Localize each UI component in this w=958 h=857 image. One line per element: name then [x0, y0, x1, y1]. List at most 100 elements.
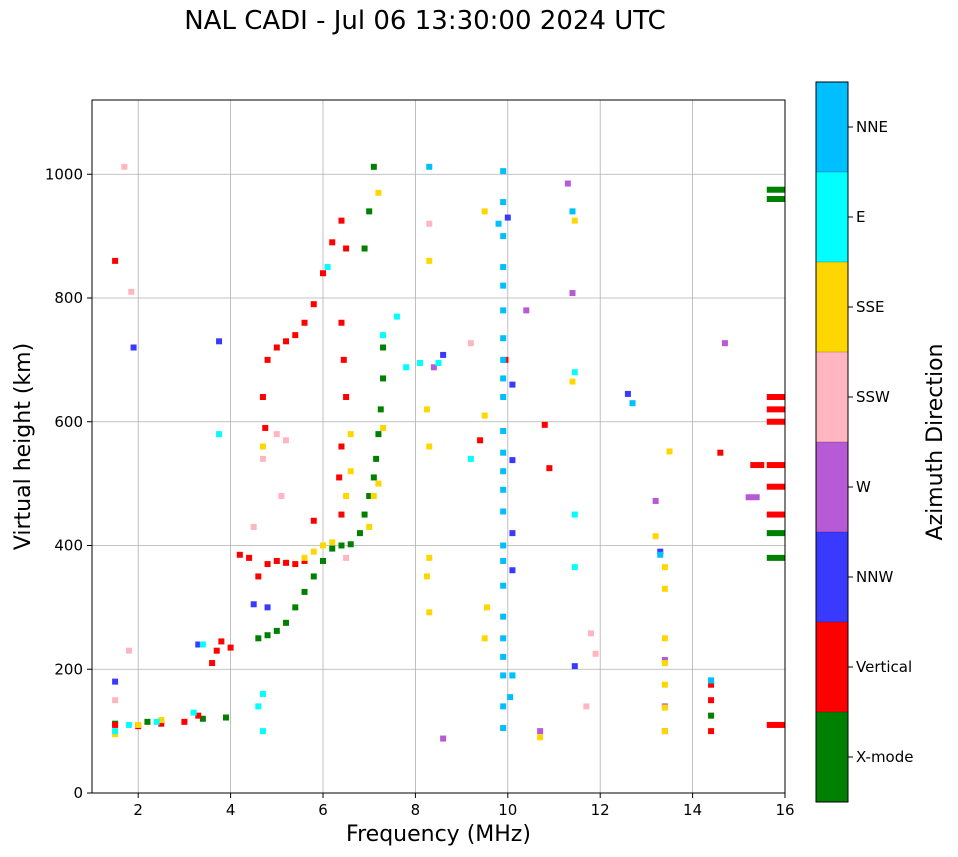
data-point-e: [112, 728, 119, 735]
data-point-vertical: [766, 394, 785, 400]
data-point-sse: [666, 448, 673, 455]
data-point-w: [661, 656, 668, 663]
colorbar-tick-label: X-mode: [856, 748, 913, 766]
y-axis-label: Virtual height (km): [11, 343, 36, 550]
x-tick-label: 16: [775, 801, 794, 819]
colorbar-swatch: [816, 442, 848, 532]
data-point-sse: [661, 681, 668, 688]
colorbar-tick-label: NNW: [856, 568, 893, 586]
data-point-e: [259, 691, 266, 697]
data-point-x-mode: [347, 541, 354, 548]
data-point-ssw: [426, 220, 433, 227]
x-axis-ticks: 2 4 6 8 10 12 14 16: [133, 793, 795, 819]
data-point-x-mode: [283, 619, 290, 626]
data-point-ssw: [121, 163, 128, 170]
data-point-nne: [500, 557, 507, 564]
data-point-vertical: [246, 554, 253, 561]
data-point-w: [652, 497, 659, 504]
data-point-nnw: [509, 567, 516, 574]
data-point-vertical: [301, 557, 308, 564]
data-point-w: [721, 340, 728, 347]
data-point-nnw: [624, 390, 631, 397]
data-point-x-mode: [264, 632, 271, 639]
data-point-vertical: [766, 721, 785, 728]
data-point-sse: [158, 716, 165, 723]
data-point-sse: [112, 731, 119, 738]
data-point-sse: [426, 257, 433, 264]
x-tick-label: 2: [133, 801, 143, 819]
colorbar-tick-label: W: [856, 478, 871, 496]
data-point-x-mode: [766, 530, 785, 537]
data-point-vertical: [766, 406, 785, 413]
data-point-vertical: [283, 559, 290, 566]
data-point-nne: [495, 220, 502, 227]
data-point-vertical: [343, 394, 350, 400]
data-point-vertical: [310, 301, 317, 308]
colorbar-swatch: [816, 172, 848, 262]
data-point-vertical: [227, 644, 234, 651]
data-point-x-mode: [375, 431, 382, 438]
data-point-e: [417, 359, 424, 366]
colorbar-swatch: [816, 262, 848, 352]
data-point-ssw: [467, 340, 474, 347]
data-point-vertical: [766, 483, 785, 490]
data-point-ssw: [343, 554, 350, 561]
data-point-ssw: [587, 630, 594, 637]
data-point-nne: [500, 428, 507, 435]
data-point-vertical: [292, 561, 299, 568]
data-point-e: [435, 359, 442, 366]
data-point-vertical: [338, 443, 345, 450]
data-point-nne: [500, 725, 507, 732]
x-axis-label: Frequency (MHz): [346, 822, 531, 847]
data-point-e: [324, 264, 331, 271]
data-point-nnw: [509, 530, 516, 537]
data-point-sse: [370, 493, 377, 499]
data-point-nne: [569, 208, 576, 215]
data-point-nnw: [657, 548, 664, 555]
data-point-x-mode: [273, 627, 280, 634]
data-point-ssw: [128, 288, 135, 295]
data-point-x-mode: [380, 344, 387, 351]
x-tick-label: 14: [683, 801, 702, 819]
data-point-e: [571, 369, 578, 376]
data-point-nnw: [264, 604, 271, 611]
data-point-e: [216, 431, 223, 438]
data-point-vertical: [218, 638, 225, 645]
data-point-nne: [500, 233, 507, 240]
y-tick-label: 200: [54, 660, 83, 678]
data-point-sse: [347, 468, 354, 475]
data-point-e: [255, 703, 262, 710]
data-point-x-mode: [766, 186, 785, 193]
colorbar-tick-label: SSE: [856, 298, 885, 316]
data-point-nnw: [112, 678, 119, 685]
colorbar-label: Azimuth Direction: [923, 343, 948, 540]
data-point-vertical: [112, 257, 119, 264]
data-point-vertical: [541, 421, 548, 428]
data-point-nnw: [509, 381, 516, 388]
data-point-vertical: [236, 551, 243, 558]
data-point-nne: [500, 672, 507, 679]
data-point-x-mode: [361, 511, 368, 518]
data-point-nne: [500, 335, 507, 342]
data-point-sse: [661, 635, 668, 642]
data-point-sse: [661, 660, 668, 667]
data-point-e: [403, 364, 410, 371]
data-point-x-mode: [338, 542, 345, 549]
data-point-w: [430, 364, 437, 371]
data-point-nne: [500, 703, 507, 710]
data-point-sse: [426, 554, 433, 561]
data-point-sse: [426, 443, 433, 450]
chart-title: NAL CADI - Jul 06 13:30:00 2024 UTC: [184, 6, 666, 36]
data-point-x-mode: [361, 245, 368, 252]
data-point-x-mode: [766, 196, 785, 202]
data-point-nne: [500, 375, 507, 382]
y-tick-label: 0: [73, 784, 83, 802]
data-point-vertical: [283, 338, 290, 345]
data-point-vertical: [262, 424, 269, 431]
data-point-vertical: [195, 712, 202, 719]
colorbar-swatch: [816, 712, 848, 802]
data-point-sse: [571, 217, 578, 224]
data-point-nne: [500, 307, 507, 314]
data-point-sse: [484, 604, 491, 611]
